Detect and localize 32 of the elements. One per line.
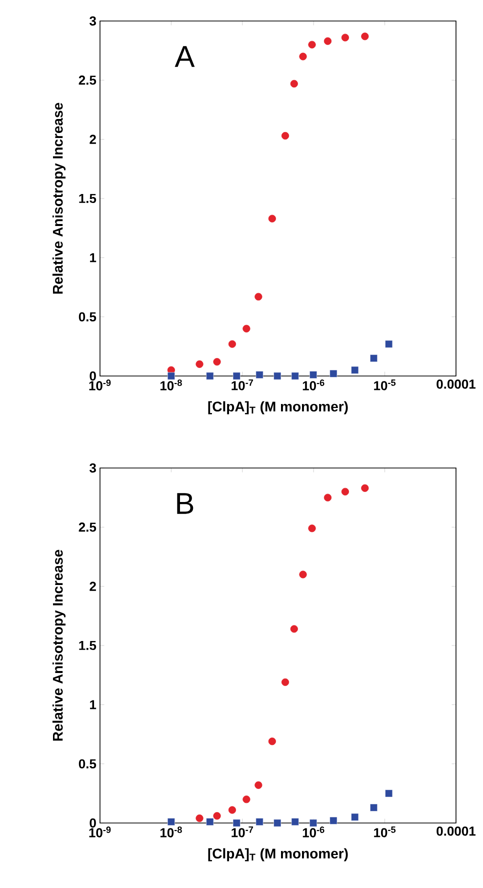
x-tick-label: 10$^{-9}$: [89, 826, 111, 838]
y-tick-label: 0.5: [78, 312, 96, 322]
x-tick-label: 10$^{-8}$: [160, 380, 182, 390]
y-tick-label: 2.5: [78, 522, 96, 532]
y-tick-label: 2: [90, 134, 96, 144]
x-axis-title: [ClpA]$_{T}$ (M monomer): [208, 848, 348, 862]
x-axis-title: [ClpA]$_{T}$ (M monomer): [208, 401, 348, 414]
x-tick-label: 10$^{-6}$: [302, 826, 324, 838]
x-tick-label: 0.0001: [436, 380, 476, 389]
y-tick-label: 0: [90, 371, 96, 381]
x-tick-label: 10$^{-9}$: [89, 380, 111, 390]
annotation: B: [177, 493, 194, 514]
y-tick-label: 1.5: [79, 194, 96, 204]
annotation: A: [174, 46, 195, 67]
y-tick-label: 3: [90, 16, 96, 26]
y-tick-label: 1: [90, 700, 96, 710]
x-tick-label: 10$^{-5}$: [374, 826, 396, 838]
y-tick-label: 0.5: [78, 759, 96, 768]
x-tick-label: 10$^{-6}$: [302, 380, 324, 390]
x-tick-label: 10$^{-8}$: [160, 826, 182, 838]
y-axis-title: Relative Anisotropy Increase: [52, 102, 66, 294]
x-tick-label: 0.0001: [436, 826, 476, 836]
y-tick-label: 1: [90, 253, 96, 262]
y-tick-label: 3: [90, 463, 96, 473]
y-tick-label: 2: [90, 582, 96, 591]
y-axis-title: Relative Anisotropy Increase: [52, 550, 66, 741]
x-tick-label: 10$^{-7}$: [232, 380, 254, 390]
y-tick-label: 1.5: [79, 640, 96, 650]
y-tick-label: 2.5: [78, 76, 96, 85]
x-tick-label: 10$^{-5}$: [374, 380, 396, 390]
x-tick-label: 10$^{-7}$: [232, 826, 254, 838]
y-tick-label: 0: [90, 818, 96, 828]
